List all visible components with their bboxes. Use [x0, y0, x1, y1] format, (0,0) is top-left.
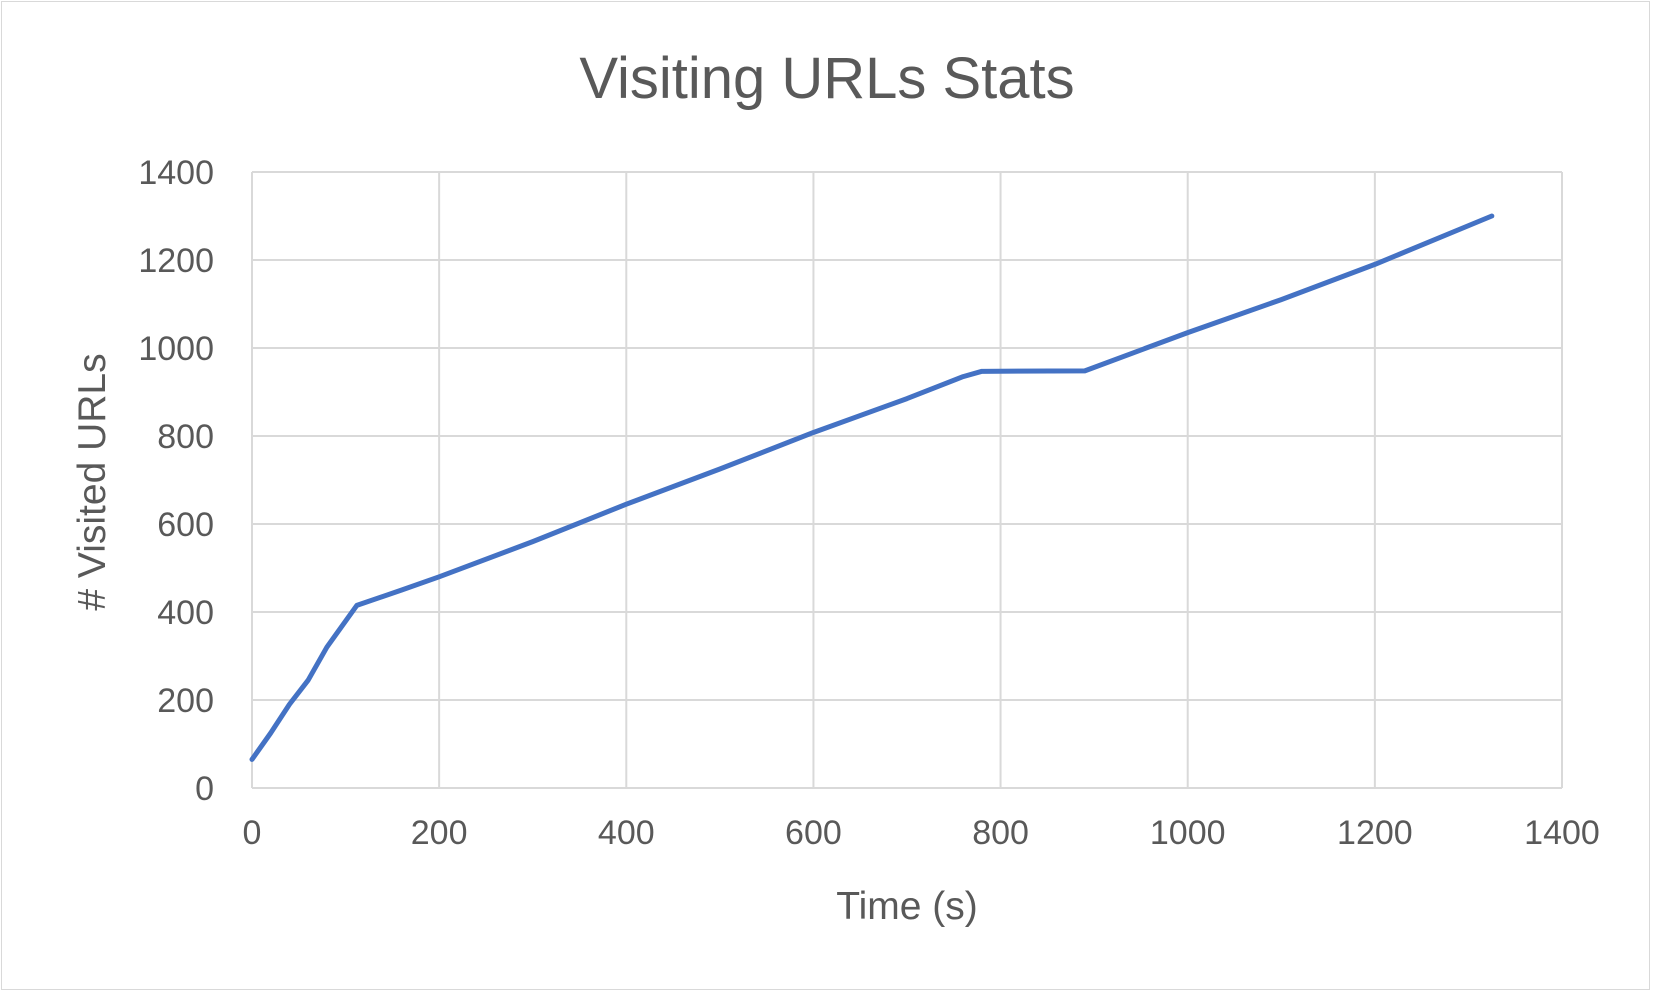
x-tick-label: 800 [972, 814, 1029, 852]
y-tick-label: 200 [157, 682, 214, 720]
x-tick-label: 600 [785, 814, 842, 852]
x-axis-title: Time (s) [836, 885, 978, 928]
x-tick-label: 1000 [1150, 814, 1226, 852]
y-tick-label: 400 [157, 594, 214, 632]
series [249, 213, 1495, 762]
x-tick-label: 200 [411, 814, 468, 852]
series-line-0 [249, 213, 1495, 762]
x-tick-label: 1400 [1524, 814, 1600, 852]
x-tick-label: 1200 [1337, 814, 1413, 852]
y-axis-title: # Visited URLs [71, 353, 114, 610]
gridlines [251, 171, 1563, 789]
y-tick-label: 600 [157, 506, 214, 544]
y-tick-label: 1000 [138, 330, 214, 368]
chart-title: Visiting URLs Stats [579, 46, 1074, 111]
tick-labels: 0 200 400 600 800 1000 1200 1400 0 200 400 600 800 10… [138, 154, 1599, 852]
x-tick-label: 400 [598, 814, 655, 852]
y-tick-label: 1400 [138, 154, 214, 192]
y-tick-label: 1200 [138, 242, 214, 280]
y-tick-label: 800 [157, 418, 214, 456]
x-tick-label: 0 [243, 814, 262, 852]
y-tick-label: 0 [195, 770, 214, 808]
